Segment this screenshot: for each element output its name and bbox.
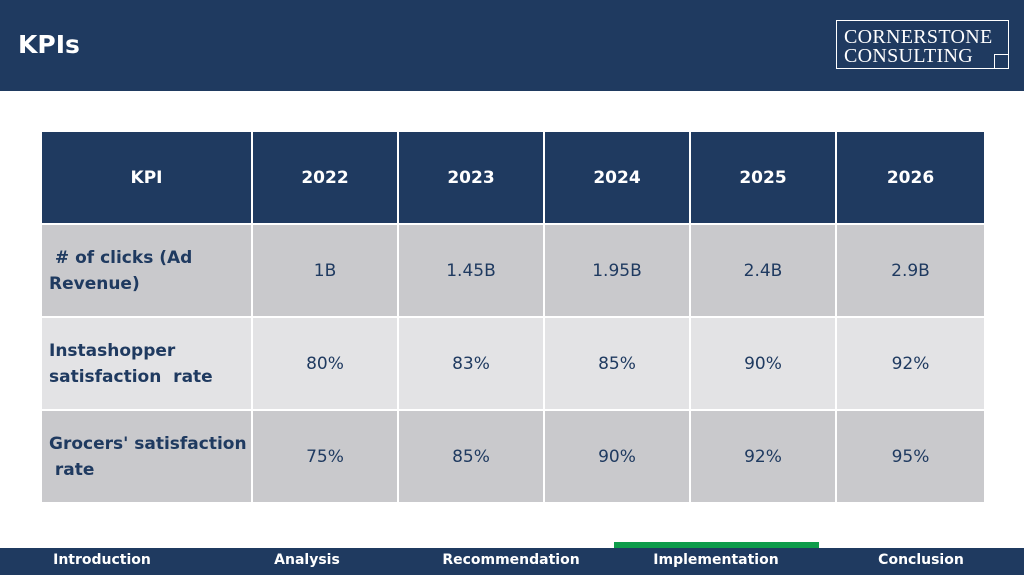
nav-item-conclusion[interactable]: Conclusion	[878, 552, 964, 568]
table-row: # of clicks (Ad Revenue) 1B 1.45B 1.95B …	[40, 223, 986, 318]
table-cell: 95%	[835, 409, 986, 504]
table-cell: 80%	[251, 316, 399, 411]
kpi-table: KPI 2022 2023 2024 2025 2026 # of clicks…	[40, 130, 986, 504]
column-header-2022: 2022	[251, 130, 399, 225]
column-header-2025: 2025	[689, 130, 837, 225]
row-label: Instashopper satisfaction rate	[40, 316, 253, 411]
table-cell: 92%	[689, 409, 837, 504]
logo-corner-mark	[994, 54, 1009, 69]
nav-item-recommendation[interactable]: Recommendation	[442, 552, 580, 568]
row-label: Grocers' satisfaction rate	[40, 409, 253, 504]
nav-item-analysis[interactable]: Analysis	[274, 552, 340, 568]
table-cell: 85%	[543, 316, 691, 411]
column-header-kpi: KPI	[40, 130, 253, 225]
table-header-row: KPI 2022 2023 2024 2025 2026	[40, 130, 986, 225]
table-cell: 2.4B	[689, 223, 837, 318]
table-row: Instashopper satisfaction rate 80% 83% 8…	[40, 316, 986, 411]
table-cell: 90%	[543, 409, 691, 504]
section-nav: Introduction Analysis Recommendation Imp…	[0, 548, 1024, 575]
column-header-2023: 2023	[397, 130, 545, 225]
active-section-indicator	[614, 542, 819, 548]
table-cell: 85%	[397, 409, 545, 504]
table-row: Grocers' satisfaction rate 75% 85% 90% 9…	[40, 409, 986, 504]
table-cell: 1.95B	[543, 223, 691, 318]
nav-item-implementation[interactable]: Implementation	[653, 552, 779, 568]
header-bar: KPIs CORNERSTONE CONSULTING	[0, 0, 1024, 91]
logo-line-2: CONSULTING	[844, 45, 973, 67]
table-cell: 90%	[689, 316, 837, 411]
table-cell: 1.45B	[397, 223, 545, 318]
table-cell: 92%	[835, 316, 986, 411]
table-cell: 1B	[251, 223, 399, 318]
logo-line-1: CORNERSTONE	[844, 26, 993, 48]
table-cell: 75%	[251, 409, 399, 504]
row-label: # of clicks (Ad Revenue)	[40, 223, 253, 318]
table-cell: 2.9B	[835, 223, 986, 318]
table-cell: 83%	[397, 316, 545, 411]
page-title: KPIs	[18, 30, 80, 59]
company-logo: CORNERSTONE CONSULTING	[836, 20, 1009, 69]
column-header-2024: 2024	[543, 130, 691, 225]
nav-item-introduction[interactable]: Introduction	[53, 552, 151, 568]
column-header-2026: 2026	[835, 130, 986, 225]
